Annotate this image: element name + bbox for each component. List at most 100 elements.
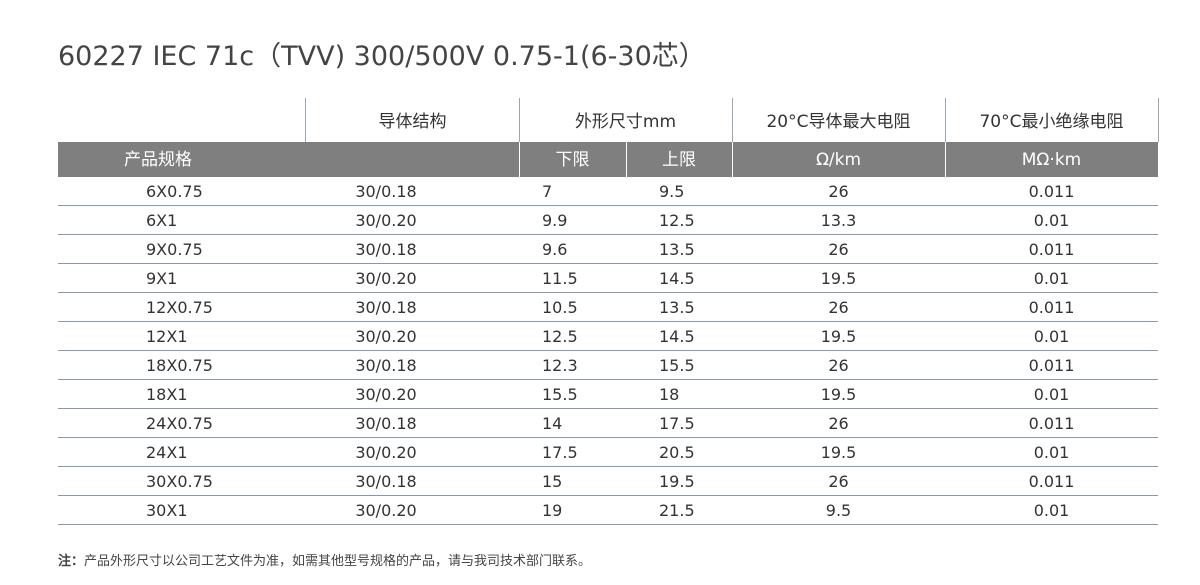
cell-insulation: 0.011 [1028, 356, 1075, 375]
table-row: 30X0.75 30/0.18 15 19.5 26 0.011 [58, 467, 1158, 496]
header-dimension: 外形尺寸mm [574, 112, 677, 132]
cell-resistance: 19.5 [820, 385, 857, 404]
cell-upper: 9.5 [659, 182, 685, 201]
cell-upper: 20.5 [659, 443, 695, 462]
cell-conductor: 30/0.18 [355, 240, 417, 259]
cell-lower: 12.5 [542, 327, 578, 346]
cell-insulation: 0.011 [1028, 240, 1075, 259]
cell-conductor: 30/0.20 [355, 327, 417, 346]
cell-spec: 6X0.75 [146, 182, 203, 201]
header-divider [945, 98, 946, 142]
cell-insulation: 0.01 [1033, 269, 1070, 288]
subheader-upper: 上限 [662, 150, 696, 170]
cell-upper: 14.5 [659, 269, 695, 288]
subheader-resistance-unit: Ω/km [815, 150, 862, 170]
cell-conductor: 30/0.20 [355, 269, 417, 288]
cell-upper: 17.5 [659, 414, 695, 433]
cell-spec: 9X0.75 [146, 240, 203, 259]
cell-lower: 19 [542, 501, 563, 520]
cell-lower: 17.5 [542, 443, 578, 462]
cell-conductor: 30/0.20 [355, 211, 417, 230]
cell-resistance: 19.5 [820, 443, 857, 462]
cell-spec: 24X0.75 [146, 414, 213, 433]
footnote-label: 注： [58, 554, 85, 569]
table-row: 12X1 30/0.20 12.5 14.5 19.5 0.01 [58, 322, 1158, 351]
cell-insulation: 0.01 [1033, 501, 1070, 520]
footnote-text: 产品外形尺寸以公司工艺文件为准，如需其他型号规格的产品，请与我司技术部门联系。 [84, 554, 592, 569]
table-header-row: 导体结构 外形尺寸mm 20°C导体最大电阻 70°C最小绝缘电阻 [0, 98, 1200, 142]
table-row: 6X1 30/0.20 9.9 12.5 13.3 0.01 [58, 206, 1158, 235]
cell-insulation: 0.01 [1033, 211, 1070, 230]
table-row: 9X1 30/0.20 11.5 14.5 19.5 0.01 [58, 264, 1158, 293]
cell-resistance: 26 [828, 298, 849, 317]
cell-spec: 9X1 [146, 269, 178, 288]
cell-insulation: 0.01 [1033, 327, 1070, 346]
cell-insulation: 0.011 [1028, 182, 1075, 201]
subheader-spec: 产品规格 [124, 150, 192, 170]
cell-resistance: 9.5 [825, 501, 852, 520]
cell-resistance: 26 [828, 240, 849, 259]
cell-upper: 12.5 [659, 211, 695, 230]
cell-resistance: 26 [828, 472, 849, 491]
cell-spec: 18X0.75 [146, 356, 213, 375]
cell-insulation: 0.01 [1033, 443, 1070, 462]
cell-upper: 19.5 [659, 472, 695, 491]
subheader-insulation-unit: MΩ·km [1021, 150, 1082, 170]
cell-insulation: 0.011 [1028, 298, 1075, 317]
header-resistance: 20°C导体最大电阻 [766, 112, 911, 132]
table-row: 24X0.75 30/0.18 14 17.5 26 0.011 [58, 409, 1158, 438]
cell-spec: 6X1 [146, 211, 178, 230]
cell-spec: 30X1 [146, 501, 188, 520]
page-title: 60227 IEC 71c（TVV) 300/500V 0.75-1(6-30芯… [58, 41, 706, 72]
cell-conductor: 30/0.18 [355, 298, 417, 317]
cell-insulation: 0.011 [1028, 414, 1075, 433]
cell-conductor: 30/0.18 [355, 472, 417, 491]
subheader-lower: 下限 [555, 150, 590, 170]
cell-spec: 24X1 [146, 443, 188, 462]
cell-lower: 9.9 [542, 211, 568, 230]
cell-resistance: 19.5 [820, 327, 857, 346]
cell-spec: 12X0.75 [146, 298, 213, 317]
cell-spec: 18X1 [146, 385, 188, 404]
table-row: 9X0.75 30/0.18 9.6 13.5 26 0.011 [58, 235, 1158, 264]
table-body: 6X0.75 30/0.18 7 9.5 26 0.011 6X1 30/0.20 9.9 12.… [58, 177, 1158, 525]
cell-resistance: 13.3 [820, 211, 857, 230]
table-row: 18X1 30/0.20 15.5 18 19.5 0.01 [58, 380, 1158, 409]
cell-lower: 14 [542, 414, 563, 433]
cell-upper: 13.5 [659, 298, 695, 317]
header-conductor: 导体结构 [378, 112, 447, 132]
cell-lower: 10.5 [542, 298, 578, 317]
cell-resistance: 19.5 [820, 269, 857, 288]
cell-conductor: 30/0.20 [355, 501, 417, 520]
cell-resistance: 26 [828, 414, 849, 433]
cell-lower: 9.6 [542, 240, 568, 259]
table-row: 24X1 30/0.20 17.5 20.5 19.5 0.01 [58, 438, 1158, 467]
cell-upper: 13.5 [659, 240, 695, 259]
table-row: 6X0.75 30/0.18 7 9.5 26 0.011 [58, 177, 1158, 206]
cell-lower: 11.5 [542, 269, 578, 288]
cell-lower: 15.5 [542, 385, 578, 404]
header-divider [732, 98, 733, 142]
cell-lower: 12.3 [542, 356, 578, 375]
cell-insulation: 0.011 [1028, 472, 1075, 491]
cell-insulation: 0.01 [1033, 385, 1070, 404]
subheader-divider [732, 142, 733, 177]
cell-upper: 15.5 [659, 356, 695, 375]
subheader-divider [626, 142, 627, 177]
cell-lower: 15 [542, 472, 563, 491]
header-insulation: 70°C最小绝缘电阻 [979, 112, 1124, 132]
subheader-divider [945, 142, 946, 177]
footnote: 注：产品外形尺寸以公司工艺文件为准，如需其他型号规格的产品，请与我司技术部门联系… [58, 550, 591, 569]
cell-conductor: 30/0.20 [355, 443, 417, 462]
cell-spec: 12X1 [146, 327, 188, 346]
cell-upper: 18 [659, 385, 680, 404]
table-row: 18X0.75 30/0.18 12.3 15.5 26 0.011 [58, 351, 1158, 380]
cell-conductor: 30/0.20 [355, 385, 417, 404]
cell-upper: 14.5 [659, 327, 695, 346]
header-divider [305, 98, 306, 142]
subheader-divider [519, 142, 520, 177]
cell-resistance: 26 [828, 182, 849, 201]
cell-conductor: 30/0.18 [355, 182, 417, 201]
cell-conductor: 30/0.18 [355, 414, 417, 433]
cell-spec: 30X0.75 [146, 472, 213, 491]
